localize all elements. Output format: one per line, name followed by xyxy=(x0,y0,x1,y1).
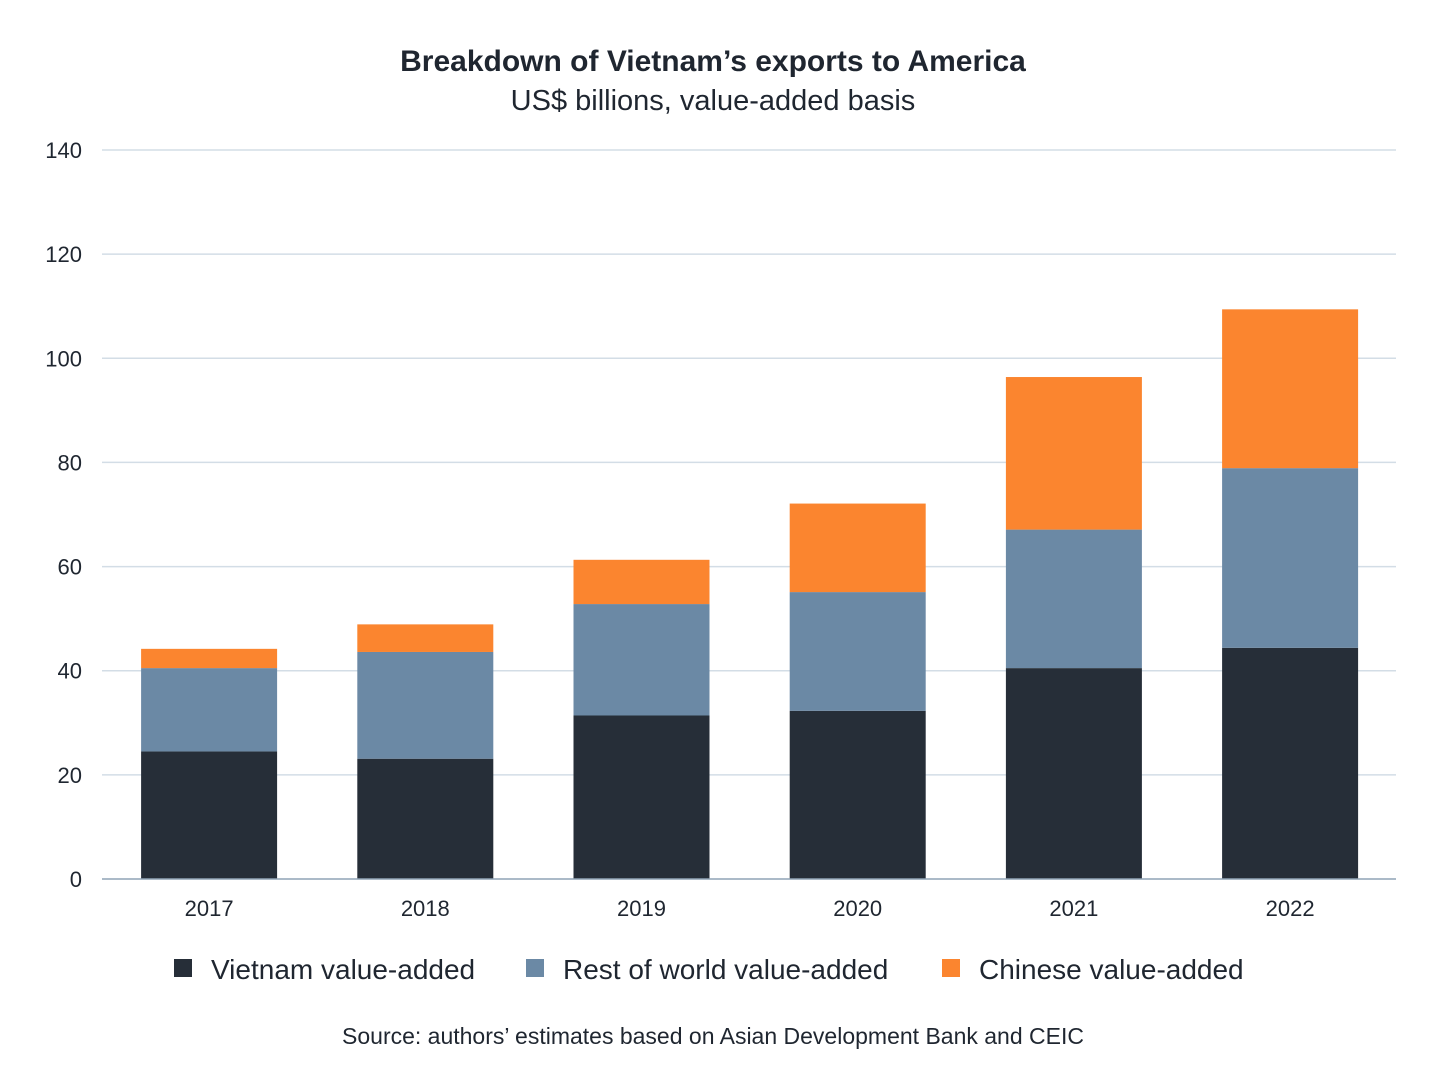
y-tick-label-20: 20 xyxy=(58,763,82,788)
bar-2017-series-1 xyxy=(141,668,278,752)
y-axis-ticks: 0 20 40 60 80 100 120 140 xyxy=(45,138,82,892)
legend-label-2: Chinese value-added xyxy=(979,954,1244,985)
chart-title: Breakdown of Vietnam’s exports to Americ… xyxy=(400,45,1026,78)
x-tick-label-2022: 2022 xyxy=(1266,896,1315,921)
legend-item-0: Vietnam value-added xyxy=(174,954,475,985)
y-tick-label-60: 60 xyxy=(58,555,82,580)
bar-2018-series-2 xyxy=(357,624,494,652)
y-tick-label-0: 0 xyxy=(70,867,82,892)
bars xyxy=(141,309,1359,879)
bar-2020-series-0 xyxy=(789,710,926,879)
bar-2021-series-1 xyxy=(1005,529,1142,669)
bar-2020-series-2 xyxy=(789,503,926,593)
bar-2022-series-2 xyxy=(1222,309,1359,469)
x-axis-ticks: 2017 2018 2019 2020 2021 2022 xyxy=(185,896,1315,921)
bar-2021-series-0 xyxy=(1005,668,1142,879)
bar-2019-series-2 xyxy=(573,559,710,605)
legend-swatch-0 xyxy=(174,959,192,977)
y-tick-label-100: 100 xyxy=(45,346,82,371)
x-tick-label-2019: 2019 xyxy=(617,896,666,921)
chart-subtitle: US$ billions, value-added basis xyxy=(511,85,916,117)
bar-2021-series-2 xyxy=(1005,377,1142,530)
y-tick-label-140: 140 xyxy=(45,138,82,163)
x-tick-label-2018: 2018 xyxy=(401,896,450,921)
source-note: Source: authors’ estimates based on Asia… xyxy=(342,1023,1084,1049)
legend-swatch-1 xyxy=(526,959,544,977)
x-tick-label-2017: 2017 xyxy=(185,896,234,921)
bar-2022-series-1 xyxy=(1222,468,1359,648)
legend-item-1: Rest of world value-added xyxy=(526,954,888,985)
bar-2017-series-2 xyxy=(141,648,278,669)
legend-item-2: Chinese value-added xyxy=(942,954,1244,985)
legend-swatch-2 xyxy=(942,959,960,977)
bar-2018-series-1 xyxy=(357,651,494,759)
x-tick-label-2021: 2021 xyxy=(1049,896,1098,921)
bar-2017-series-0 xyxy=(141,751,278,879)
y-tick-label-40: 40 xyxy=(58,659,82,684)
y-tick-label-120: 120 xyxy=(45,242,82,267)
bar-2020-series-1 xyxy=(789,592,926,711)
legend-label-0: Vietnam value-added xyxy=(211,954,475,985)
legend: Vietnam value-added Rest of world value-a… xyxy=(174,954,1244,985)
bar-2019-series-1 xyxy=(573,604,710,716)
grid-lines xyxy=(102,149,1396,776)
x-tick-label-2020: 2020 xyxy=(833,896,882,921)
y-tick-label-80: 80 xyxy=(58,450,82,475)
legend-label-1: Rest of world value-added xyxy=(563,954,888,985)
bar-2018-series-0 xyxy=(357,758,494,879)
bar-2019-series-0 xyxy=(573,715,710,879)
bar-2022-series-0 xyxy=(1222,647,1359,879)
